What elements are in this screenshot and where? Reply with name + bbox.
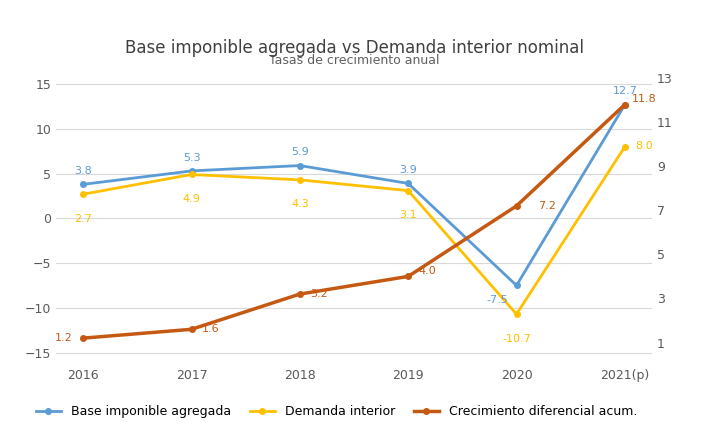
Legend: Base imponible agregada, Demanda interior, Crecimiento diferencial acum.: Base imponible agregada, Demanda interio… bbox=[31, 401, 642, 424]
Demanda interior bbox=[79, 191, 88, 197]
Demanda interior bbox=[296, 177, 304, 182]
Text: Tasas de crecimiento anual: Tasas de crecimiento anual bbox=[268, 54, 440, 67]
Crecimiento diferencial acum. bbox=[187, 327, 196, 332]
Text: 2.7: 2.7 bbox=[74, 214, 92, 224]
Base imponible agregada bbox=[296, 163, 304, 168]
Demanda interior bbox=[512, 312, 521, 317]
Text: 12.7: 12.7 bbox=[613, 86, 637, 96]
Text: 1.6: 1.6 bbox=[202, 324, 219, 334]
Text: 3.2: 3.2 bbox=[311, 289, 328, 299]
Line: Demanda interior: Demanda interior bbox=[81, 144, 627, 317]
Base imponible agregada bbox=[620, 102, 629, 107]
Text: 1.2: 1.2 bbox=[55, 333, 73, 343]
Text: 3.8: 3.8 bbox=[74, 166, 92, 176]
Text: 5.3: 5.3 bbox=[183, 153, 200, 163]
Text: 4.9: 4.9 bbox=[182, 194, 200, 204]
Crecimiento diferencial acum. bbox=[296, 292, 304, 297]
Base imponible agregada bbox=[187, 168, 196, 174]
Demanda interior bbox=[404, 188, 412, 193]
Crecimiento diferencial acum. bbox=[404, 274, 412, 279]
Text: 5.9: 5.9 bbox=[291, 147, 308, 157]
Text: 7.2: 7.2 bbox=[538, 201, 556, 211]
Text: 4.3: 4.3 bbox=[291, 199, 308, 209]
Text: -7.5: -7.5 bbox=[486, 295, 508, 305]
Title: Base imponible agregada vs Demanda interior nominal: Base imponible agregada vs Demanda inter… bbox=[125, 39, 583, 57]
Text: 11.8: 11.8 bbox=[632, 94, 657, 104]
Line: Base imponible agregada: Base imponible agregada bbox=[81, 102, 627, 288]
Crecimiento diferencial acum. bbox=[512, 203, 521, 208]
Demanda interior bbox=[187, 172, 196, 177]
Text: 8.0: 8.0 bbox=[635, 141, 653, 151]
Demanda interior bbox=[620, 144, 629, 149]
Text: 3.9: 3.9 bbox=[400, 165, 417, 175]
Line: Crecimiento diferencial acum.: Crecimiento diferencial acum. bbox=[81, 102, 627, 341]
Crecimiento diferencial acum. bbox=[620, 102, 629, 107]
Text: 4.0: 4.0 bbox=[418, 266, 437, 276]
Base imponible agregada bbox=[404, 181, 412, 186]
Text: 3.1: 3.1 bbox=[400, 210, 417, 220]
Base imponible agregada bbox=[512, 283, 521, 288]
Text: -10.7: -10.7 bbox=[502, 334, 531, 344]
Crecimiento diferencial acum. bbox=[79, 335, 88, 341]
Base imponible agregada bbox=[79, 182, 88, 187]
